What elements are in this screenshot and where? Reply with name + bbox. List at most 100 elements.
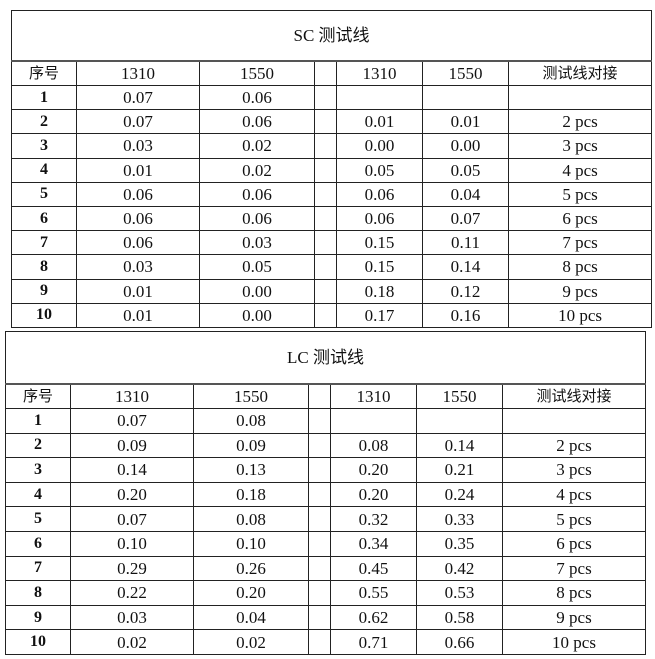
- cell-index: 9: [5, 604, 71, 631]
- cell-spacer: [314, 254, 337, 280]
- cell-spacer: [314, 205, 337, 232]
- cell-joined-1310: 0.20: [330, 457, 417, 483]
- cell-index: 6: [11, 205, 77, 232]
- cell-spacer: [314, 230, 337, 256]
- cell-joined-1310: 0.05: [336, 157, 423, 183]
- table-row: 8 0.22 0.20 0.55 0.53 8 pcs: [5, 580, 646, 606]
- cell-joined-1310: 0.45: [330, 555, 417, 582]
- cell-loss-1550: 0.06: [199, 181, 315, 207]
- cell-joined-1550: [416, 408, 503, 434]
- cell-joined-1550: 0.24: [416, 481, 503, 508]
- cell-joined-count: [507, 84, 653, 111]
- table-row: 4 0.01 0.02 0.05 0.05 4 pcs: [11, 157, 653, 183]
- cell-joined-count: 6 pcs: [507, 205, 653, 232]
- table-row: 9 0.03 0.04 0.62 0.58 9 pcs: [5, 604, 646, 631]
- cell-index: 2: [11, 109, 77, 135]
- cell-spacer: [314, 133, 337, 159]
- cell-spacer: [314, 109, 337, 135]
- cell-index: 4: [5, 481, 71, 508]
- cell-spacer: [308, 530, 331, 557]
- cell-joined-1550: 0.53: [416, 580, 503, 606]
- cell-loss-1310: 0.01: [76, 157, 200, 183]
- cell-loss-1550: 0.04: [193, 604, 309, 631]
- column-header-index: 序号: [5, 383, 71, 409]
- cell-index: 7: [5, 555, 71, 582]
- cell-spacer: [308, 506, 331, 532]
- table-row: 1 0.07 0.08: [5, 408, 646, 434]
- cell-joined-1310: 0.17: [336, 302, 423, 328]
- cell-joined-1310: 0.06: [336, 205, 423, 232]
- cell-loss-1310: 0.06: [76, 230, 200, 256]
- cell-joined-count: 4 pcs: [507, 157, 653, 183]
- cell-spacer: [308, 580, 331, 606]
- cell-joined-count: [502, 408, 646, 434]
- table-row: 7 0.29 0.26 0.45 0.42 7 pcs: [5, 555, 646, 582]
- cell-joined-count: 2 pcs: [502, 432, 646, 459]
- cell-joined-1310: 0.34: [330, 530, 417, 557]
- table-row: 4 0.20 0.18 0.20 0.24 4 pcs: [5, 481, 646, 508]
- cell-joined-1550: 0.11: [422, 230, 509, 256]
- table-row: 1 0.07 0.06: [11, 84, 653, 111]
- cell-loss-1310: 0.07: [70, 408, 194, 434]
- cell-index: 9: [11, 278, 77, 304]
- lc-test-cable-table: LC 测试线 序号 1310 1550 1310 1550 测试线对接 1 0.07 0.08 2 0…: [5, 331, 646, 655]
- cell-loss-1550: 0.02: [199, 157, 315, 183]
- cell-joined-count: 5 pcs: [507, 181, 653, 207]
- cell-loss-1310: 0.03: [70, 604, 194, 631]
- column-header-loss-1310: 1310: [70, 383, 194, 409]
- table-row: 5 0.06 0.06 0.06 0.04 5 pcs: [11, 181, 653, 207]
- cell-joined-1310: [330, 408, 417, 434]
- cell-index: 4: [11, 157, 77, 183]
- cell-index: 3: [5, 457, 71, 483]
- cell-loss-1550: 0.06: [199, 205, 315, 232]
- table-row: 3 0.14 0.13 0.20 0.21 3 pcs: [5, 457, 646, 483]
- cell-loss-1550: 0.06: [199, 109, 315, 135]
- column-header-index: 序号: [11, 60, 77, 86]
- cell-joined-1310: 0.20: [330, 481, 417, 508]
- cell-spacer: [314, 84, 337, 111]
- cell-joined-count: 4 pcs: [502, 481, 646, 508]
- cell-joined-1550: 0.04: [422, 181, 509, 207]
- header-row: 序号 1310 1550 1310 1550 测试线对接: [5, 383, 646, 409]
- cell-joined-count: 7 pcs: [507, 230, 653, 256]
- cell-joined-1310: 0.55: [330, 580, 417, 606]
- table-row: 6 0.06 0.06 0.06 0.07 6 pcs: [11, 205, 653, 232]
- table-title: LC 测试线: [5, 331, 646, 385]
- cell-loss-1310: 0.07: [76, 84, 200, 111]
- cell-spacer: [308, 555, 331, 582]
- cell-loss-1310: 0.06: [76, 181, 200, 207]
- table-row: 2 0.09 0.09 0.08 0.14 2 pcs: [5, 432, 646, 459]
- cell-loss-1310: 0.09: [70, 432, 194, 459]
- cell-joined-1550: 0.05: [422, 157, 509, 183]
- cell-joined-count: 3 pcs: [502, 457, 646, 483]
- table-row: 9 0.01 0.00 0.18 0.12 9 pcs: [11, 278, 653, 304]
- cell-loss-1310: 0.29: [70, 555, 194, 582]
- column-header-joined-count: 测试线对接: [502, 383, 646, 409]
- cell-loss-1550: 0.02: [199, 133, 315, 159]
- cell-loss-1550: 0.10: [193, 530, 309, 557]
- cell-joined-count: 6 pcs: [502, 530, 646, 557]
- cell-spacer: [314, 181, 337, 207]
- cell-spacer: [308, 604, 331, 631]
- cell-index: 8: [5, 580, 71, 606]
- cell-joined-1310: [336, 84, 423, 111]
- column-header-joined-1550: 1550: [422, 60, 509, 86]
- cell-joined-count: 5 pcs: [502, 506, 646, 532]
- column-header-loss-1550: 1550: [199, 60, 315, 86]
- cell-joined-1310: 0.06: [336, 181, 423, 207]
- cell-joined-1550: 0.66: [416, 629, 503, 655]
- cell-loss-1310: 0.22: [70, 580, 194, 606]
- cell-spacer: [314, 157, 337, 183]
- column-header-joined-1550: 1550: [416, 383, 503, 409]
- cell-loss-1550: 0.08: [193, 408, 309, 434]
- cell-index: 2: [5, 432, 71, 459]
- cell-loss-1310: 0.07: [70, 506, 194, 532]
- sc-test-cable-table: SC 测试线 序号 1310 1550 1310 1550 测试线对接 1 0.07 0.06 2 0…: [10, 10, 653, 328]
- cell-joined-1310: 0.62: [330, 604, 417, 631]
- cell-joined-1310: 0.15: [336, 254, 423, 280]
- cell-joined-count: 8 pcs: [507, 254, 653, 280]
- cell-loss-1310: 0.20: [70, 481, 194, 508]
- table-row: 8 0.03 0.05 0.15 0.14 8 pcs: [11, 254, 653, 280]
- cell-spacer: [314, 278, 337, 304]
- cell-loss-1550: 0.00: [199, 278, 315, 304]
